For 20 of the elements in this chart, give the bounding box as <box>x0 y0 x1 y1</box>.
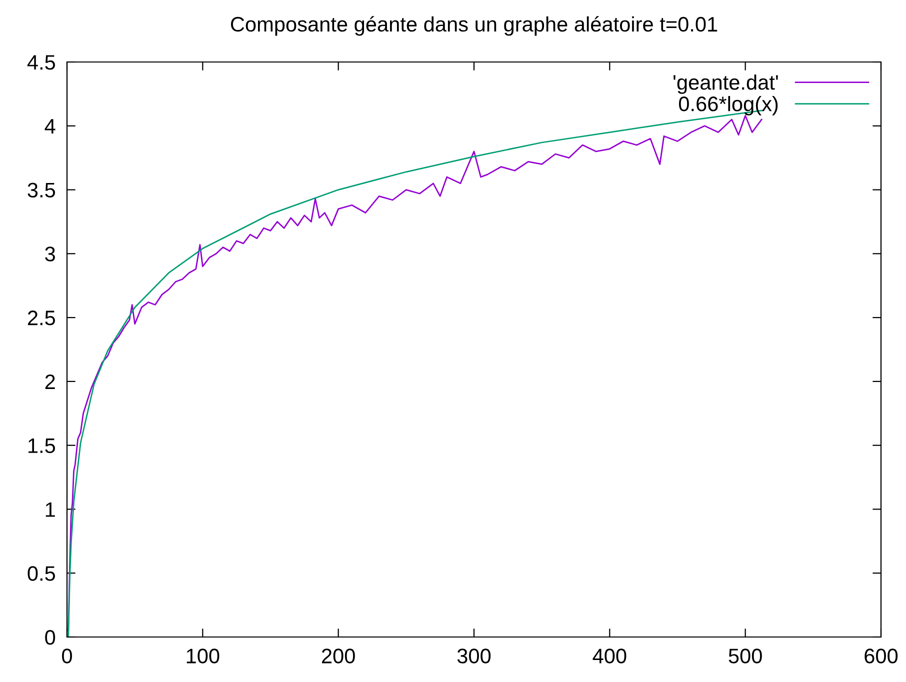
x-tick-label: 600 <box>864 648 898 664</box>
x-tick-label: 200 <box>322 648 355 664</box>
y-tick-label: 0 <box>45 630 56 645</box>
y-tick-label: 1.5 <box>28 438 56 454</box>
x-tick-label: 100 <box>186 648 220 664</box>
y-tick-label: 2 <box>45 374 55 389</box>
x-tick-label: 0 <box>62 648 72 664</box>
y-tick-label: 3 <box>45 246 55 262</box>
chart-title: Composante géante dans un graphe aléatoire t=0.01 <box>230 16 718 36</box>
y-tick-label: 4 <box>44 119 56 134</box>
y-tick-label: 0.5 <box>28 566 56 581</box>
x-tick-label: 500 <box>728 648 762 664</box>
legend-label: 0.66*log(x) <box>678 96 778 116</box>
y-tick-label: 2.5 <box>28 310 56 326</box>
x-tick-label: 300 <box>457 648 491 664</box>
y-tick-label: 1 <box>46 502 55 517</box>
x-tick-label: 400 <box>592 648 626 664</box>
legend-label: 'geante.dat' <box>674 74 778 94</box>
y-tick-label: 3.5 <box>28 182 56 198</box>
y-tick-label: 4.5 <box>27 55 56 70</box>
